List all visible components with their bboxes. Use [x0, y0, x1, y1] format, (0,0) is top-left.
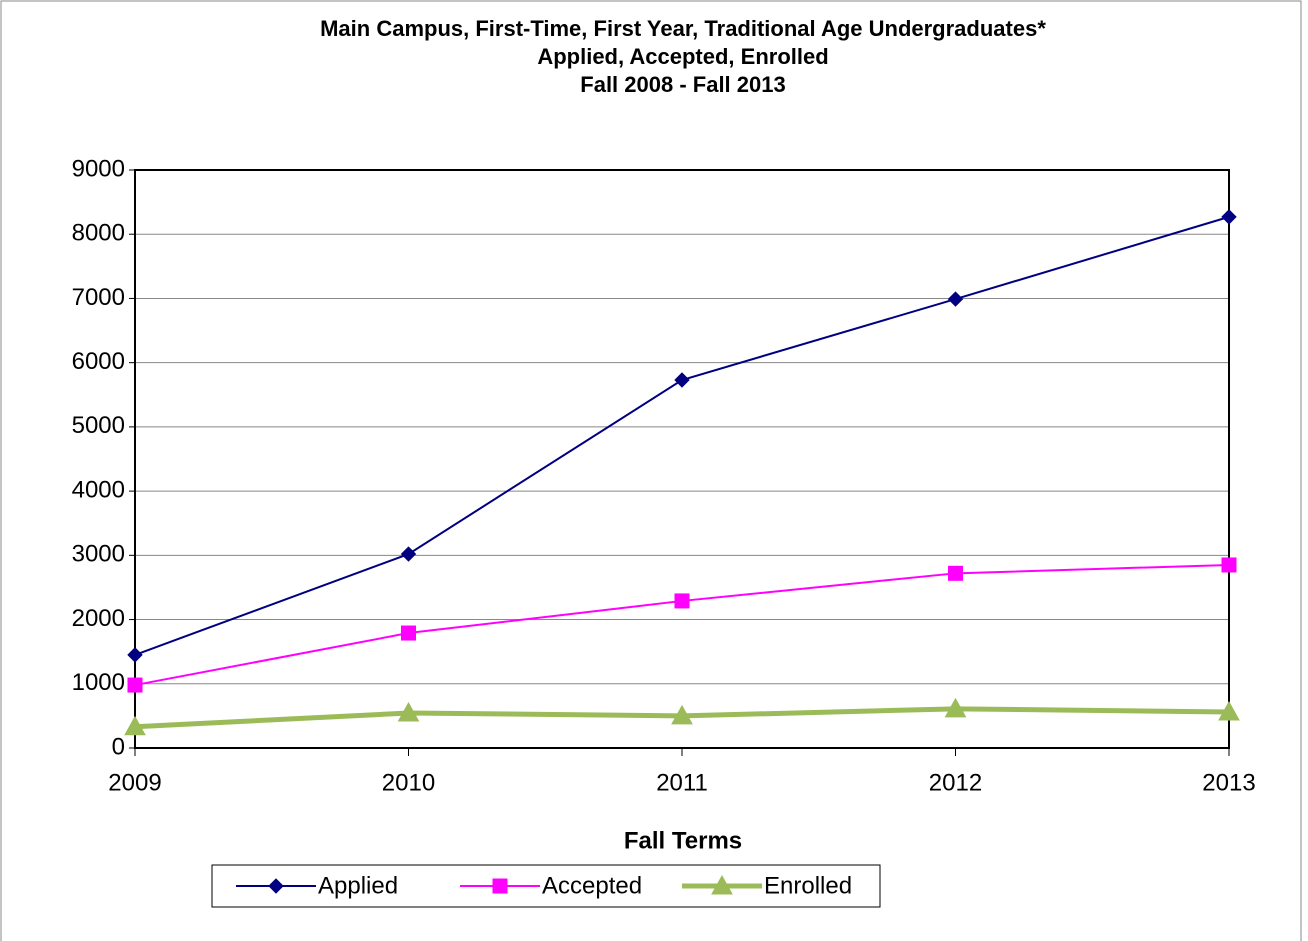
x-tick-label: 2012: [929, 769, 982, 796]
data-point: [127, 647, 143, 663]
y-tick-label: 0: [112, 733, 125, 760]
data-point: [127, 677, 143, 693]
y-tick-label: 2000: [72, 605, 125, 632]
y-tick-label: 6000: [72, 348, 125, 375]
data-point: [124, 715, 146, 736]
x-axis-label: Fall Terms: [624, 827, 742, 854]
data-point: [947, 291, 964, 307]
legend-label: Accepted: [542, 872, 642, 899]
y-tick-label: 5000: [72, 412, 125, 439]
data-point: [397, 701, 420, 722]
data-point: [944, 697, 967, 718]
legend-box: [211, 864, 881, 908]
data-point: [674, 372, 690, 388]
data-point: [671, 704, 693, 725]
x-tick-label: 2009: [108, 769, 161, 796]
chart-title: Fall 2008 - Fall 2013: [580, 72, 785, 97]
y-tick-label: 8000: [72, 220, 125, 247]
data-point: [1221, 557, 1237, 573]
x-tick-label: 2013: [1202, 769, 1255, 796]
y-tick-label: 9000: [72, 155, 125, 182]
y-tick-label: 3000: [72, 541, 125, 568]
plot-area: [134, 169, 1230, 749]
x-tick-label: 2011: [656, 769, 708, 796]
legend-marker: [492, 878, 508, 894]
data-point: [400, 546, 417, 562]
data-point: [1221, 209, 1237, 225]
y-tick-label: 1000: [72, 669, 125, 696]
y-tick-label: 4000: [72, 476, 125, 503]
legend-label: Enrolled: [764, 872, 852, 899]
data-point: [674, 593, 690, 609]
legend-marker: [268, 878, 284, 894]
data-point: [1218, 701, 1240, 721]
x-tick-label: 2010: [382, 769, 435, 796]
legend-label: Applied: [318, 872, 398, 899]
chart-title: Main Campus, First-Time, First Year, Tra…: [320, 16, 1046, 41]
chart-title: Applied, Accepted, Enrolled: [537, 44, 828, 69]
legend-marker: [711, 874, 733, 895]
data-point: [948, 565, 963, 581]
data-point: [401, 625, 416, 641]
y-tick-label: 7000: [72, 284, 125, 311]
